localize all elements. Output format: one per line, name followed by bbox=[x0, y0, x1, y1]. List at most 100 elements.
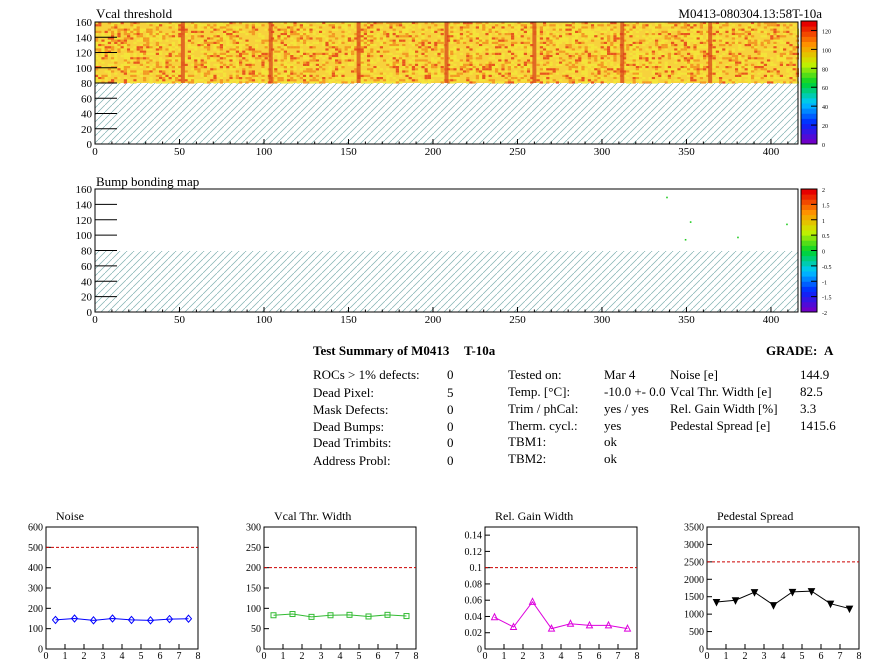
vcal-pixel bbox=[303, 81, 307, 84]
vcal-pixel bbox=[725, 79, 729, 82]
vcal-pixel bbox=[795, 81, 799, 84]
vcal-pixel bbox=[293, 33, 297, 36]
vcal-pixel bbox=[363, 37, 367, 40]
vcal-pixel bbox=[543, 72, 547, 75]
vcal-pixel bbox=[629, 81, 633, 84]
vcal-pixel bbox=[555, 33, 559, 36]
vcal-pixel bbox=[520, 50, 524, 53]
defect-label: Mask Defects: bbox=[313, 402, 389, 417]
vcal-pixel bbox=[415, 79, 419, 82]
vcal-pixel bbox=[223, 28, 227, 31]
vcal-pixel bbox=[255, 77, 259, 80]
vcal-pixel bbox=[123, 44, 127, 47]
vcal-pixel bbox=[789, 44, 793, 47]
vcal-pixel bbox=[344, 57, 348, 60]
vcal-pixel bbox=[95, 66, 99, 69]
vcal-pixel bbox=[578, 59, 582, 62]
vcal-pixel bbox=[248, 79, 252, 82]
vcal-pixel bbox=[565, 48, 569, 51]
vcal-pixel bbox=[203, 39, 207, 42]
vcal-pixel bbox=[527, 37, 531, 40]
vcal-pixel bbox=[472, 79, 476, 82]
vcal-pixel bbox=[408, 41, 412, 44]
vcal-pixel bbox=[187, 44, 191, 47]
vcal-pixel bbox=[738, 77, 742, 80]
vcal-pixel bbox=[645, 30, 649, 33]
vcal-pixel bbox=[360, 70, 364, 73]
vcal-pixel bbox=[283, 72, 287, 75]
vcal-pixel bbox=[699, 44, 703, 47]
vcal-pixel bbox=[693, 35, 697, 38]
vcal-pixel bbox=[386, 52, 390, 55]
vcal-pixel bbox=[571, 61, 575, 64]
condition-label: Tested on: bbox=[508, 367, 562, 382]
vcal-pixel bbox=[747, 66, 751, 69]
vcal-pixel bbox=[786, 52, 790, 55]
vcal-pixel bbox=[114, 77, 118, 80]
vcal-pixel bbox=[296, 50, 300, 53]
vcal-pixel bbox=[427, 63, 431, 66]
vcal-pixel bbox=[95, 41, 99, 44]
bump-map-data bbox=[666, 196, 788, 241]
vcal-pixel bbox=[491, 28, 495, 31]
vcal-pixel bbox=[223, 63, 227, 66]
vcal-pixel bbox=[623, 66, 627, 69]
vcal-pixel bbox=[277, 55, 281, 58]
vcal-pixel bbox=[584, 70, 588, 73]
vcal-pixel bbox=[623, 26, 627, 29]
vcal-pixel bbox=[213, 74, 217, 77]
vcal-pixel bbox=[597, 61, 601, 64]
vcal-pixel bbox=[475, 52, 479, 55]
vcal-pixel bbox=[117, 66, 121, 69]
vcal-pixel bbox=[767, 22, 771, 25]
vcal-pixel bbox=[296, 26, 300, 29]
vcal-pixel bbox=[687, 68, 691, 71]
vcal-pixel bbox=[136, 79, 140, 82]
vcal-pixel bbox=[571, 63, 575, 66]
vcal-pixel bbox=[453, 48, 457, 51]
vcal-pixel bbox=[162, 33, 166, 36]
y-tick-label: 150 bbox=[246, 584, 261, 595]
vcal-pixel bbox=[309, 63, 313, 66]
palette-swatch bbox=[801, 199, 817, 205]
vcal-pixel bbox=[197, 28, 201, 31]
vcal-pixel bbox=[143, 39, 147, 42]
vcal-pixel bbox=[111, 35, 115, 38]
vcal-pixel bbox=[171, 72, 175, 75]
vcal-pixel bbox=[523, 41, 527, 44]
vcal-pixel bbox=[626, 61, 630, 64]
vcal-pixel bbox=[488, 30, 492, 33]
vcal-pixel bbox=[95, 79, 99, 82]
vcal-pixel bbox=[735, 57, 739, 60]
vcal-pixel bbox=[530, 30, 534, 33]
vcal-pixel bbox=[744, 74, 748, 77]
vcal-pixel bbox=[367, 37, 371, 40]
vcal-pixel bbox=[715, 26, 719, 29]
vcal-pixel bbox=[789, 48, 793, 51]
vcal-pixel bbox=[104, 77, 108, 80]
vcal-pixel bbox=[735, 77, 739, 80]
vcal-pixel bbox=[639, 52, 643, 55]
vcal-pixel bbox=[504, 77, 508, 80]
vcal-pixel bbox=[415, 59, 419, 62]
vcal-pixel bbox=[568, 81, 572, 84]
data-point bbox=[308, 613, 315, 620]
vcal-pixel bbox=[699, 50, 703, 53]
vcal-pixel bbox=[341, 81, 345, 84]
data-point bbox=[403, 613, 410, 620]
vcal-pixel bbox=[399, 74, 403, 77]
vcal-pixel bbox=[383, 50, 387, 53]
vcal-pixel bbox=[511, 52, 515, 55]
vcal-pixel bbox=[411, 68, 415, 71]
vcal-pixel bbox=[367, 24, 371, 27]
metric-value: 1415.6 bbox=[800, 418, 836, 433]
vcal-pixel bbox=[511, 57, 515, 60]
vcal-pixel bbox=[699, 24, 703, 27]
vcal-pixel bbox=[783, 33, 787, 36]
vcal-pixel bbox=[146, 28, 150, 31]
y-tick-label: 0 bbox=[699, 645, 704, 656]
vcal-pixel bbox=[427, 68, 431, 71]
vcal-pixel bbox=[603, 48, 607, 51]
vcal-pixel bbox=[315, 68, 319, 71]
vcal-pixel bbox=[754, 50, 758, 53]
